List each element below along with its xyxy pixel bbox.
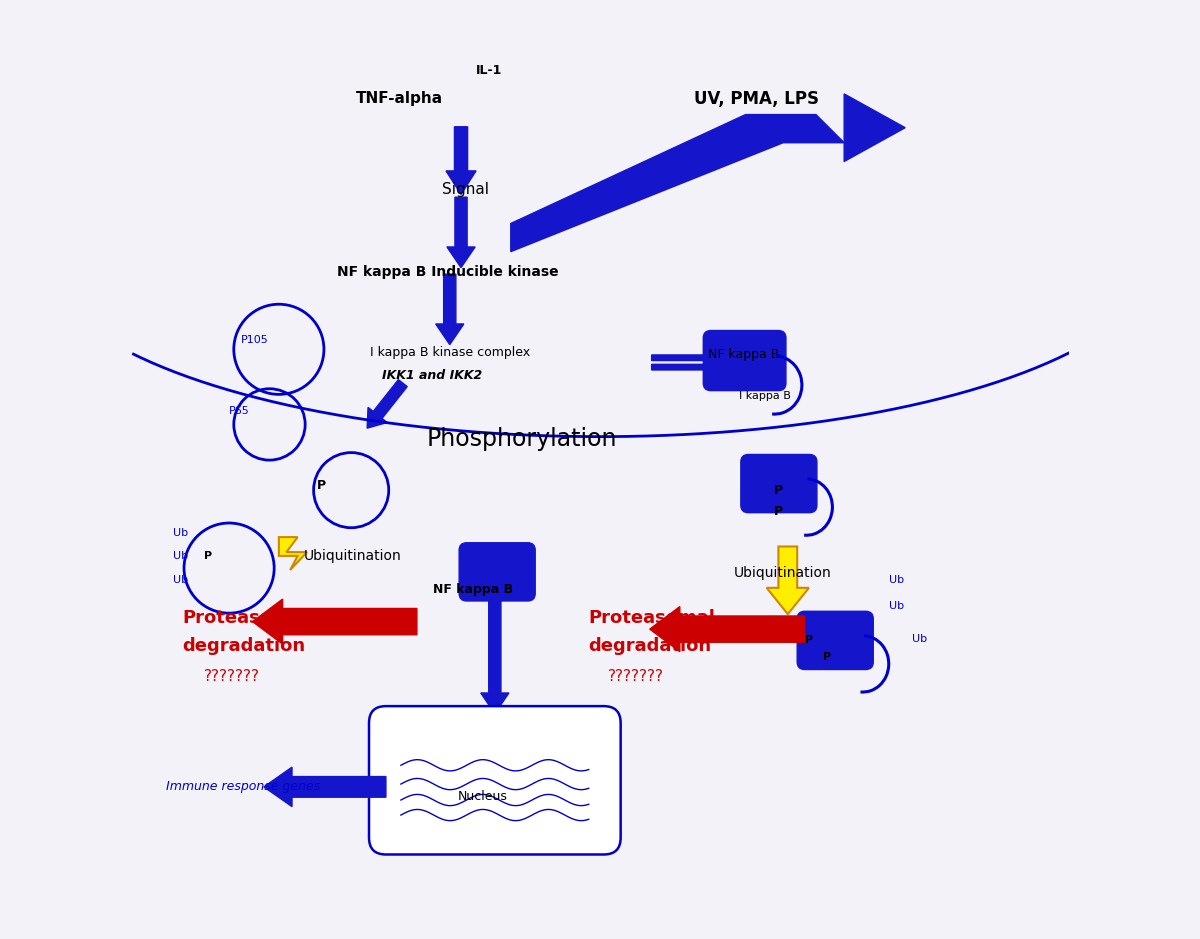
- Text: P: P: [317, 479, 325, 492]
- Text: P: P: [774, 484, 782, 497]
- Text: P: P: [823, 653, 832, 662]
- FancyBboxPatch shape: [703, 331, 786, 391]
- Text: degradation: degradation: [589, 637, 712, 655]
- FancyArrow shape: [649, 607, 805, 652]
- Text: P: P: [204, 551, 212, 561]
- FancyArrow shape: [264, 767, 386, 807]
- Text: Signal: Signal: [443, 182, 490, 197]
- Text: degradation: degradation: [182, 637, 305, 655]
- Text: I kappa B: I kappa B: [739, 392, 791, 401]
- Text: IL-1: IL-1: [476, 64, 503, 77]
- FancyArrow shape: [446, 127, 476, 194]
- Text: Immune response genes: Immune response genes: [166, 780, 320, 793]
- FancyBboxPatch shape: [740, 454, 817, 513]
- FancyArrow shape: [367, 379, 407, 428]
- FancyBboxPatch shape: [797, 611, 874, 670]
- Text: Nucleus: Nucleus: [457, 790, 508, 803]
- Text: ???????: ???????: [607, 669, 664, 684]
- Text: I kappa B kinase complex: I kappa B kinase complex: [370, 346, 530, 359]
- Text: Ubiquitination: Ubiquitination: [733, 566, 832, 579]
- FancyArrow shape: [446, 197, 475, 268]
- Text: Phosphorylation: Phosphorylation: [426, 427, 617, 452]
- FancyArrow shape: [652, 360, 722, 375]
- Text: NF kappa B Inducible kinase: NF kappa B Inducible kinase: [337, 266, 559, 279]
- Text: NF kappa B: NF kappa B: [708, 348, 779, 362]
- Text: ???????: ???????: [204, 669, 259, 684]
- Text: Ub: Ub: [173, 576, 188, 585]
- Text: UV, PMA, LPS: UV, PMA, LPS: [694, 89, 818, 108]
- Text: TNF-alpha: TNF-alpha: [356, 91, 443, 106]
- Text: Proteasomal: Proteasomal: [589, 608, 715, 627]
- FancyBboxPatch shape: [370, 706, 620, 854]
- FancyArrow shape: [252, 599, 416, 644]
- Polygon shape: [844, 94, 905, 162]
- Text: Ub: Ub: [173, 551, 188, 561]
- Text: Ub: Ub: [889, 576, 905, 585]
- Polygon shape: [278, 537, 307, 570]
- Text: Proteasomal: Proteasomal: [182, 608, 310, 627]
- Text: Ub: Ub: [889, 601, 905, 610]
- Text: P: P: [774, 505, 782, 518]
- FancyArrow shape: [652, 350, 722, 365]
- Text: Ub: Ub: [912, 634, 926, 643]
- Text: P65: P65: [229, 407, 250, 416]
- FancyBboxPatch shape: [460, 543, 535, 601]
- FancyArrow shape: [767, 546, 809, 614]
- Text: NF kappa B: NF kappa B: [433, 583, 512, 596]
- Text: Ubiquitination: Ubiquitination: [305, 549, 402, 562]
- Text: Ub: Ub: [173, 529, 188, 538]
- Polygon shape: [511, 115, 844, 252]
- Text: P: P: [805, 636, 812, 645]
- Text: IKK1 and IKK2: IKK1 and IKK2: [382, 369, 482, 382]
- FancyArrow shape: [436, 274, 464, 345]
- Text: P105: P105: [241, 335, 269, 345]
- FancyArrow shape: [481, 593, 509, 714]
